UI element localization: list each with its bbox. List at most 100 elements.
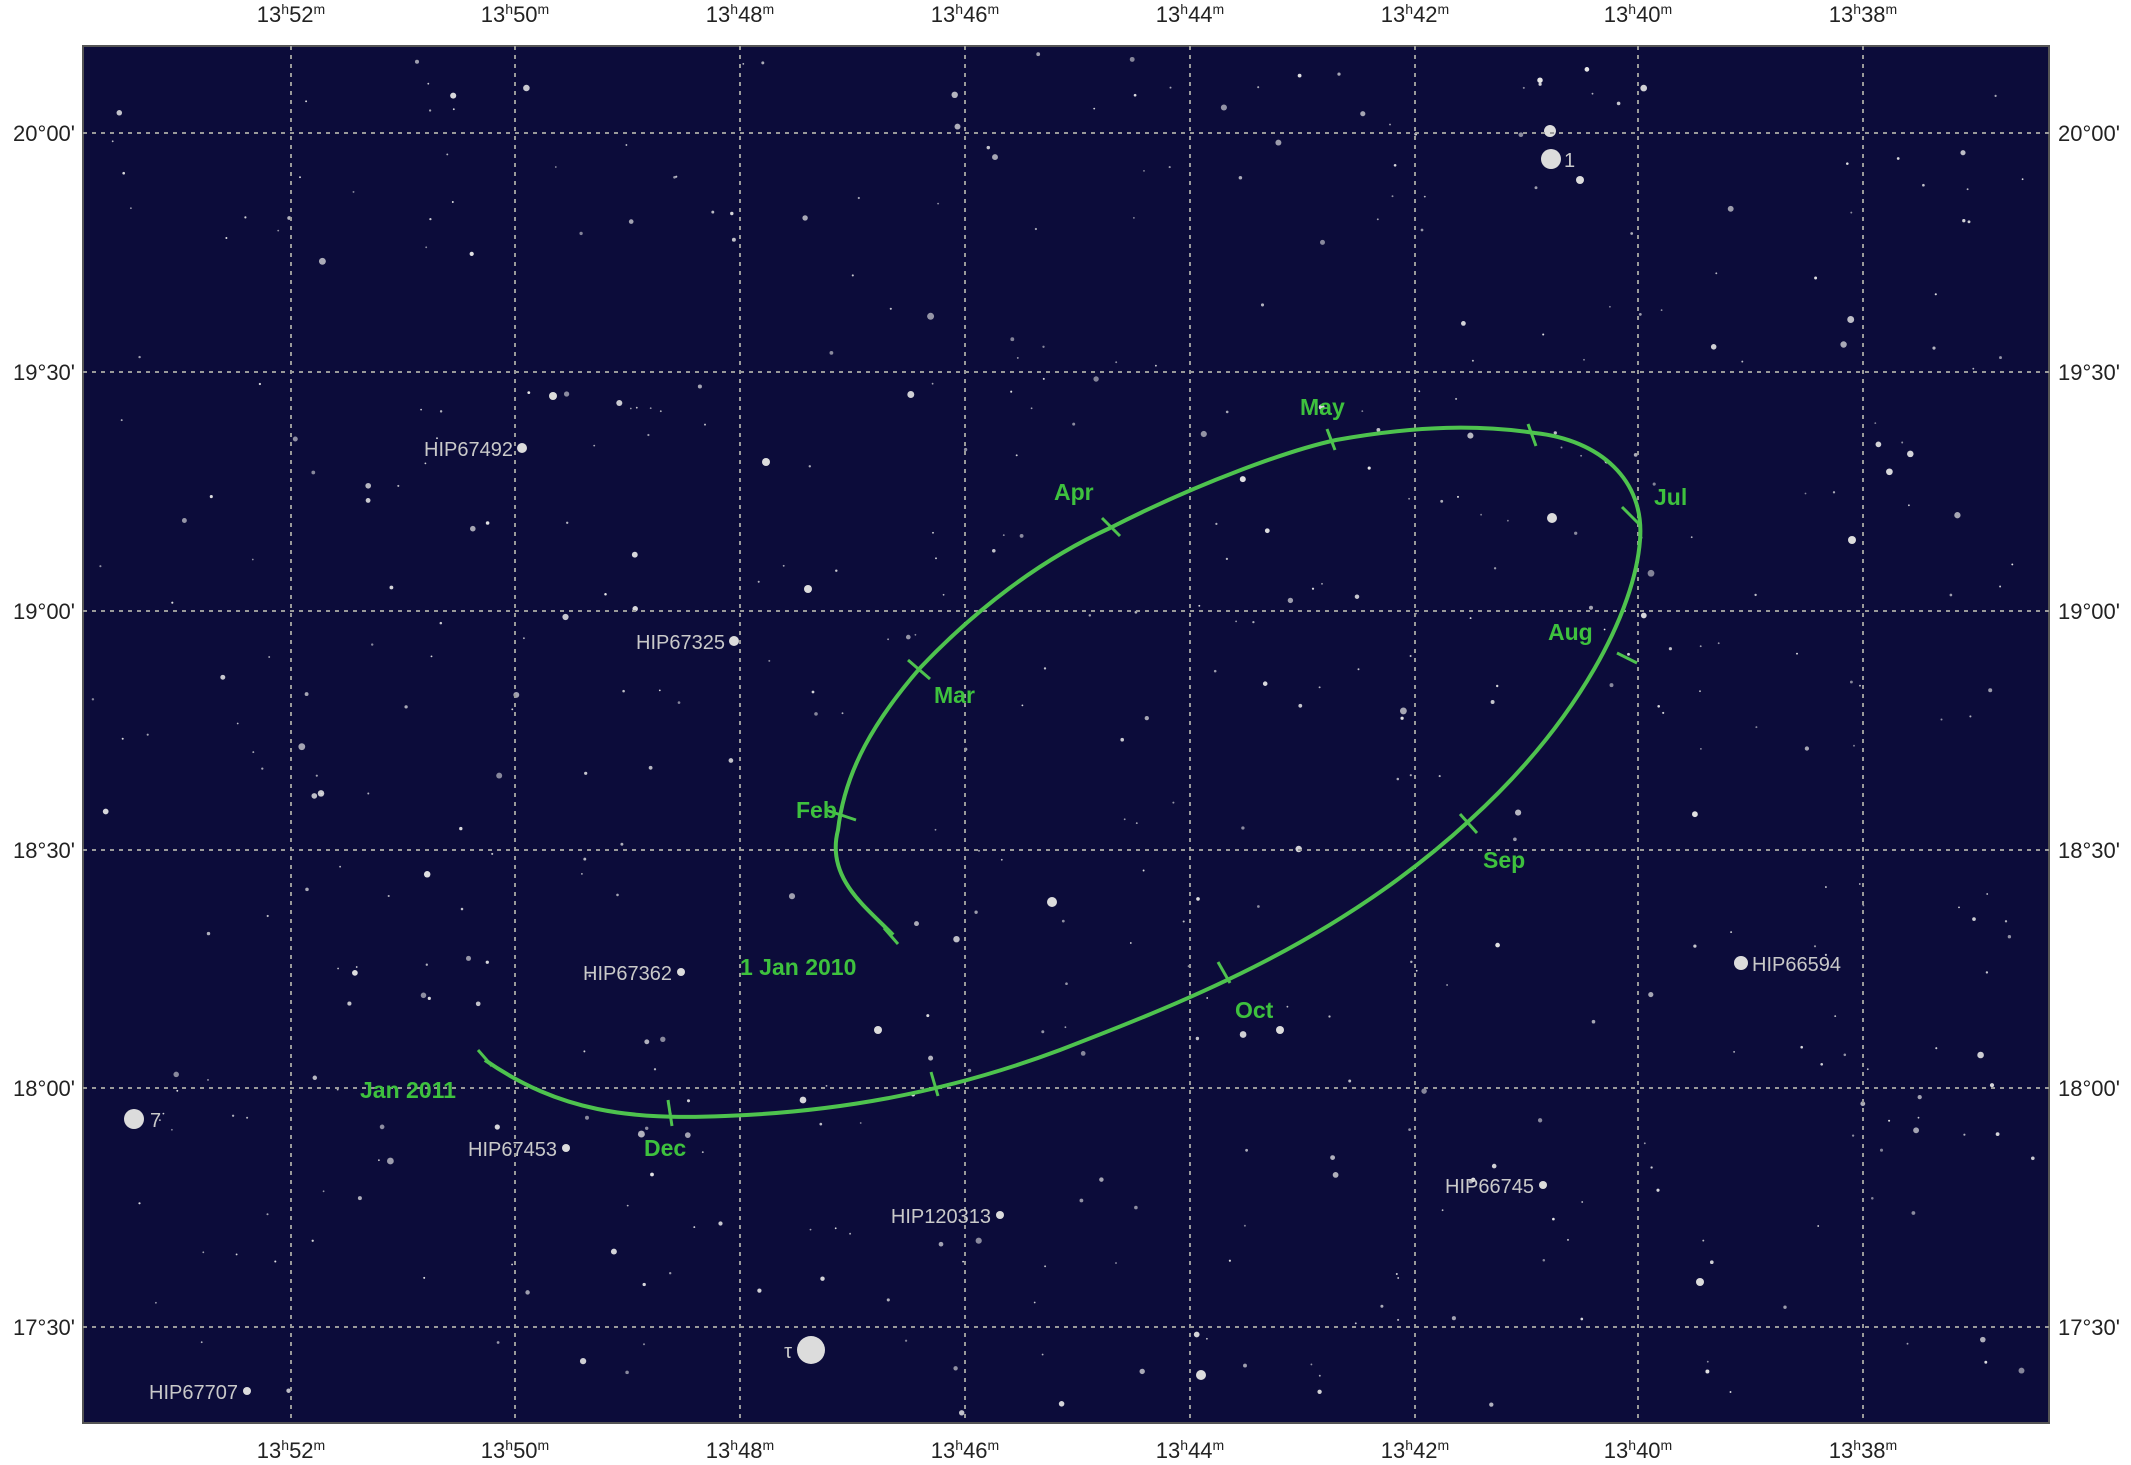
field-star bbox=[122, 171, 126, 175]
field-star bbox=[1380, 1304, 1384, 1308]
field-star bbox=[266, 1213, 269, 1216]
field-star bbox=[820, 1276, 825, 1281]
field-star bbox=[1851, 1134, 1855, 1137]
field-star bbox=[200, 1341, 203, 1344]
field-star bbox=[1538, 82, 1542, 86]
field-star bbox=[1984, 1360, 1988, 1364]
field-star bbox=[1395, 1273, 1398, 1275]
field-star bbox=[1820, 1062, 1824, 1066]
field-star bbox=[207, 1078, 209, 1081]
field-star bbox=[469, 251, 474, 256]
field-star bbox=[1705, 1369, 1710, 1374]
field-star bbox=[811, 690, 815, 694]
field-star bbox=[1717, 642, 1720, 645]
field-star bbox=[1547, 513, 1557, 523]
field-star bbox=[1143, 170, 1145, 172]
field-star bbox=[631, 551, 638, 558]
field-star bbox=[660, 1036, 666, 1042]
field-star bbox=[1010, 337, 1015, 342]
field-star bbox=[1415, 969, 1418, 972]
field-star bbox=[1262, 681, 1268, 686]
path-month-label: May bbox=[1300, 394, 1345, 420]
dec-axis-label-left: 18°00' bbox=[13, 1076, 75, 1101]
field-star bbox=[1042, 377, 1045, 380]
field-star bbox=[1264, 528, 1270, 534]
field-star bbox=[626, 1204, 629, 1207]
field-star bbox=[1072, 422, 1076, 426]
dec-axis-label-left: 17°30' bbox=[13, 1315, 75, 1340]
field-star bbox=[1988, 688, 1993, 693]
field-star bbox=[931, 382, 934, 385]
field-star bbox=[427, 82, 430, 85]
field-star bbox=[1195, 1036, 1200, 1041]
field-star bbox=[978, 849, 980, 852]
field-star bbox=[1690, 536, 1693, 539]
field-star bbox=[426, 1092, 429, 1095]
ra-axis-label-bottom: 13h38m bbox=[1829, 1437, 1897, 1463]
named-star-label: 1 bbox=[1564, 150, 1575, 172]
field-star bbox=[305, 100, 308, 103]
field-star bbox=[1461, 321, 1466, 326]
field-star bbox=[625, 144, 628, 146]
field-star bbox=[292, 436, 298, 442]
field-star bbox=[1783, 1305, 1787, 1309]
named-star-marker bbox=[124, 1109, 144, 1129]
field-star bbox=[1357, 668, 1360, 671]
path-month-label: Oct bbox=[1235, 997, 1274, 1023]
field-star bbox=[1396, 777, 1400, 781]
field-star bbox=[1650, 1166, 1653, 1169]
field-star bbox=[315, 774, 318, 777]
field-star bbox=[1064, 1026, 1067, 1029]
field-star bbox=[814, 712, 818, 716]
field-star bbox=[387, 894, 390, 898]
field-star bbox=[1276, 1026, 1284, 1034]
field-star bbox=[647, 433, 650, 437]
field-star bbox=[1800, 1045, 1803, 1049]
field-star bbox=[1515, 809, 1522, 816]
field-star bbox=[932, 531, 934, 534]
field-star bbox=[1200, 430, 1207, 438]
field-star bbox=[311, 793, 318, 799]
field-star bbox=[1871, 1197, 1874, 1200]
field-star bbox=[1061, 919, 1065, 923]
field-star bbox=[423, 871, 431, 878]
field-star bbox=[299, 176, 301, 179]
date-tick bbox=[1616, 651, 1638, 665]
field-star bbox=[1330, 1155, 1336, 1161]
field-star bbox=[1243, 1363, 1247, 1368]
field-star bbox=[138, 1202, 141, 1205]
field-star bbox=[761, 61, 765, 65]
field-star bbox=[1832, 491, 1836, 494]
field-star bbox=[1320, 239, 1325, 245]
field-star bbox=[669, 1272, 672, 1275]
field-star bbox=[1469, 617, 1472, 620]
field-star bbox=[1225, 410, 1229, 414]
field-star bbox=[1033, 1301, 1036, 1304]
field-star bbox=[1206, 997, 1209, 999]
field-star bbox=[1123, 818, 1126, 821]
field-star bbox=[554, 166, 557, 168]
dec-axis-label-right: 19°30' bbox=[2058, 360, 2120, 385]
field-star bbox=[1989, 1083, 1995, 1088]
field-star bbox=[1169, 86, 1172, 89]
field-star bbox=[173, 1071, 179, 1078]
field-star bbox=[1967, 220, 1971, 224]
field-star bbox=[1638, 312, 1642, 316]
field-star bbox=[974, 910, 978, 914]
field-star bbox=[1846, 162, 1849, 165]
field-star bbox=[1155, 364, 1157, 367]
field-star bbox=[648, 765, 653, 770]
field-star bbox=[320, 792, 323, 795]
field-star bbox=[926, 1014, 930, 1018]
named-star-label: τ bbox=[784, 1341, 792, 1363]
field-star bbox=[389, 585, 394, 590]
ra-axis-label-bottom: 13h44m bbox=[1156, 1437, 1224, 1463]
field-star bbox=[206, 931, 211, 936]
named-star-marker bbox=[562, 1144, 570, 1152]
field-star bbox=[1513, 837, 1517, 842]
ra-axis-label-top: 13h42m bbox=[1381, 1, 1449, 27]
field-star bbox=[958, 1410, 965, 1416]
field-star bbox=[1036, 52, 1041, 57]
field-star bbox=[1287, 597, 1294, 604]
field-star bbox=[2021, 178, 2024, 181]
